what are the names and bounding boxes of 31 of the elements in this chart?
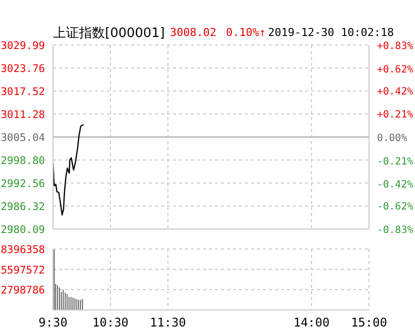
y2-tick-label: -0.42% — [377, 180, 414, 191]
text: 0.10%↑ — [226, 26, 266, 39]
y-tick-label: 5597572 — [0, 264, 45, 276]
x-tick-label: 10:30 — [92, 316, 129, 330]
text: 2019-12-30 10:02:18 — [268, 26, 394, 39]
y-tick-label: 8396358 — [0, 244, 45, 256]
y2-tick-label: 0.00% — [377, 133, 408, 144]
x-tick-label: 11:30 — [150, 316, 186, 330]
y2-tick-label: +0.83% — [377, 41, 414, 52]
y2-tick-label: -0.83% — [377, 225, 414, 236]
y-tick-label: 3023.76 — [0, 62, 45, 75]
y2-tick-label: -0.62% — [377, 202, 414, 213]
y-tick-label: 3017.52 — [0, 86, 45, 98]
y2-tick-label: +0.42% — [377, 86, 414, 98]
x-tick-label: 15:00 — [350, 316, 388, 330]
y-tick-label: 2986.32 — [0, 201, 45, 214]
y-tick-label: 3029.99 — [0, 40, 45, 52]
y-tick-label: 3011.28 — [0, 108, 45, 121]
text: 3008.02 — [170, 26, 216, 39]
x-tick-label: 9:30 — [38, 316, 68, 330]
y-tick-label: 2992.56 — [0, 178, 45, 190]
y2-tick-label: +0.62% — [377, 64, 414, 76]
line-series — [53, 124, 84, 216]
y-tick-label: 2798786 — [0, 284, 45, 297]
y-tick-label: 2998.80 — [0, 155, 45, 168]
x-tick-label: 14:00 — [293, 316, 330, 330]
y2-tick-label: +0.21% — [377, 110, 414, 121]
y-tick-label: 2980.09 — [0, 224, 45, 236]
chart-title: 上证指数[000001] — [53, 25, 165, 42]
y2-tick-label: -0.21% — [377, 156, 414, 168]
y-tick-label: 3005.04 — [0, 132, 45, 144]
